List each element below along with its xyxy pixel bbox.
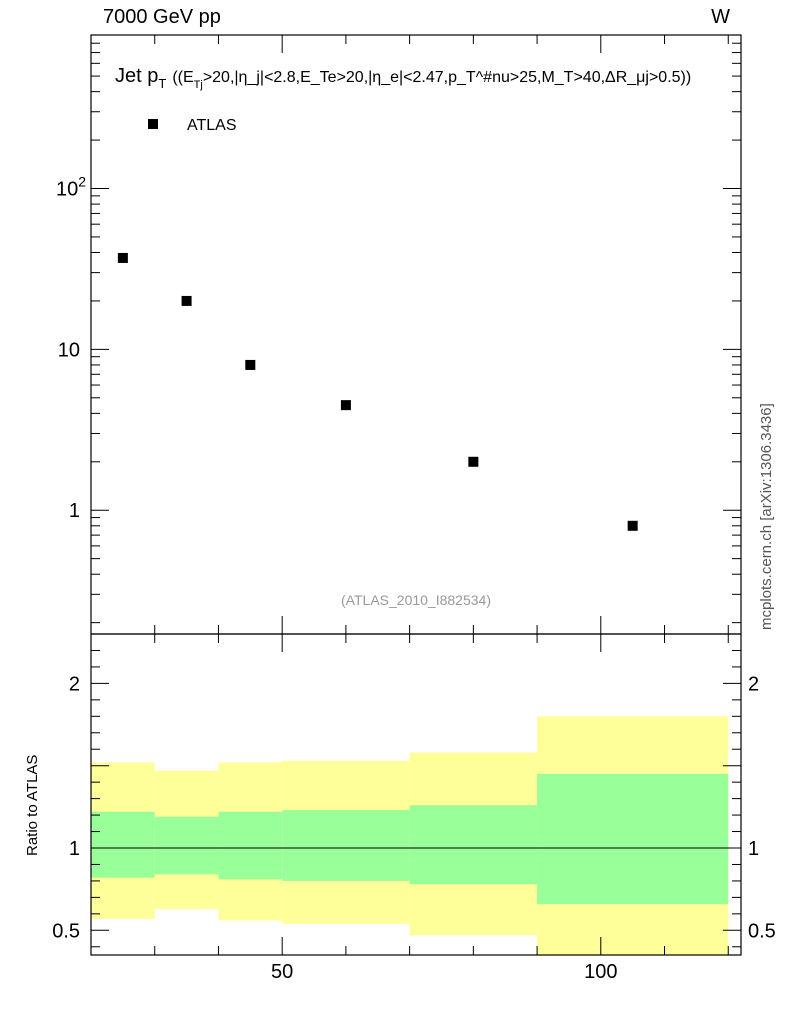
- plot-frames: [90, 34, 742, 956]
- legend-label: ATLAS: [187, 117, 237, 134]
- data-point-1: [181, 295, 192, 306]
- ratio-ytick-label-left-2: 2: [69, 673, 80, 695]
- data-point-4: [468, 456, 479, 467]
- ratio-ytick-label-right-0: 0.5: [748, 920, 776, 942]
- data-point-0: [117, 252, 128, 263]
- ratio-band-inner-4: [409, 805, 538, 885]
- ratio-band-inner-5: [537, 773, 729, 904]
- ratio-ytick-label-right-2: 2: [748, 673, 759, 695]
- ratio-bands: [91, 716, 741, 955]
- analysis-reference: (ATLAS_2010_I882534): [341, 592, 491, 608]
- ratio-ytick-label-left-0: 0.5: [52, 920, 80, 942]
- ratio-band-inner-0: [91, 811, 155, 878]
- axis-ticks: 1 10 102 50 100 0.5 0.5 1 1 2 2: [52, 34, 776, 983]
- main-ytick-label-0: 1: [69, 500, 80, 522]
- watermark: mcplots.cern.ch [arXiv:1306.3436]: [758, 403, 775, 630]
- ratio-ytick-label-right-1: 1: [748, 838, 759, 860]
- legend-marker: [148, 119, 158, 129]
- ratio-frame: [90, 633, 742, 956]
- main-ytick-label-2: 102: [56, 173, 86, 200]
- xtick-label-1: 100: [584, 961, 617, 983]
- ratio-ytick-label-left-1: 1: [69, 838, 80, 860]
- xtick-label-0: 50: [271, 961, 293, 983]
- data-points: [117, 252, 638, 531]
- title-cuts-rest: >20,|η_j|<2.8,E_Te>20,|η_e|<2.47,p_T^#nu…: [203, 69, 691, 86]
- ratio-band-inner-1: [154, 816, 219, 875]
- data-point-3: [340, 400, 351, 411]
- main-ytick-label-1: 10: [58, 339, 80, 361]
- ratio-band-inner-2: [218, 811, 283, 880]
- chart-title: Jet pT ((ETj>20,|η_j|<2.8,E_Te>20,|η_e|<2…: [115, 65, 691, 91]
- ratio-ylabel: Ratio to ATLAS: [24, 754, 41, 856]
- header-right: W: [711, 6, 730, 28]
- ratio-band-inner-3: [282, 810, 410, 881]
- header-left: 7000 GeV pp: [103, 6, 221, 28]
- data-point-5: [627, 520, 638, 531]
- data-point-2: [245, 359, 256, 370]
